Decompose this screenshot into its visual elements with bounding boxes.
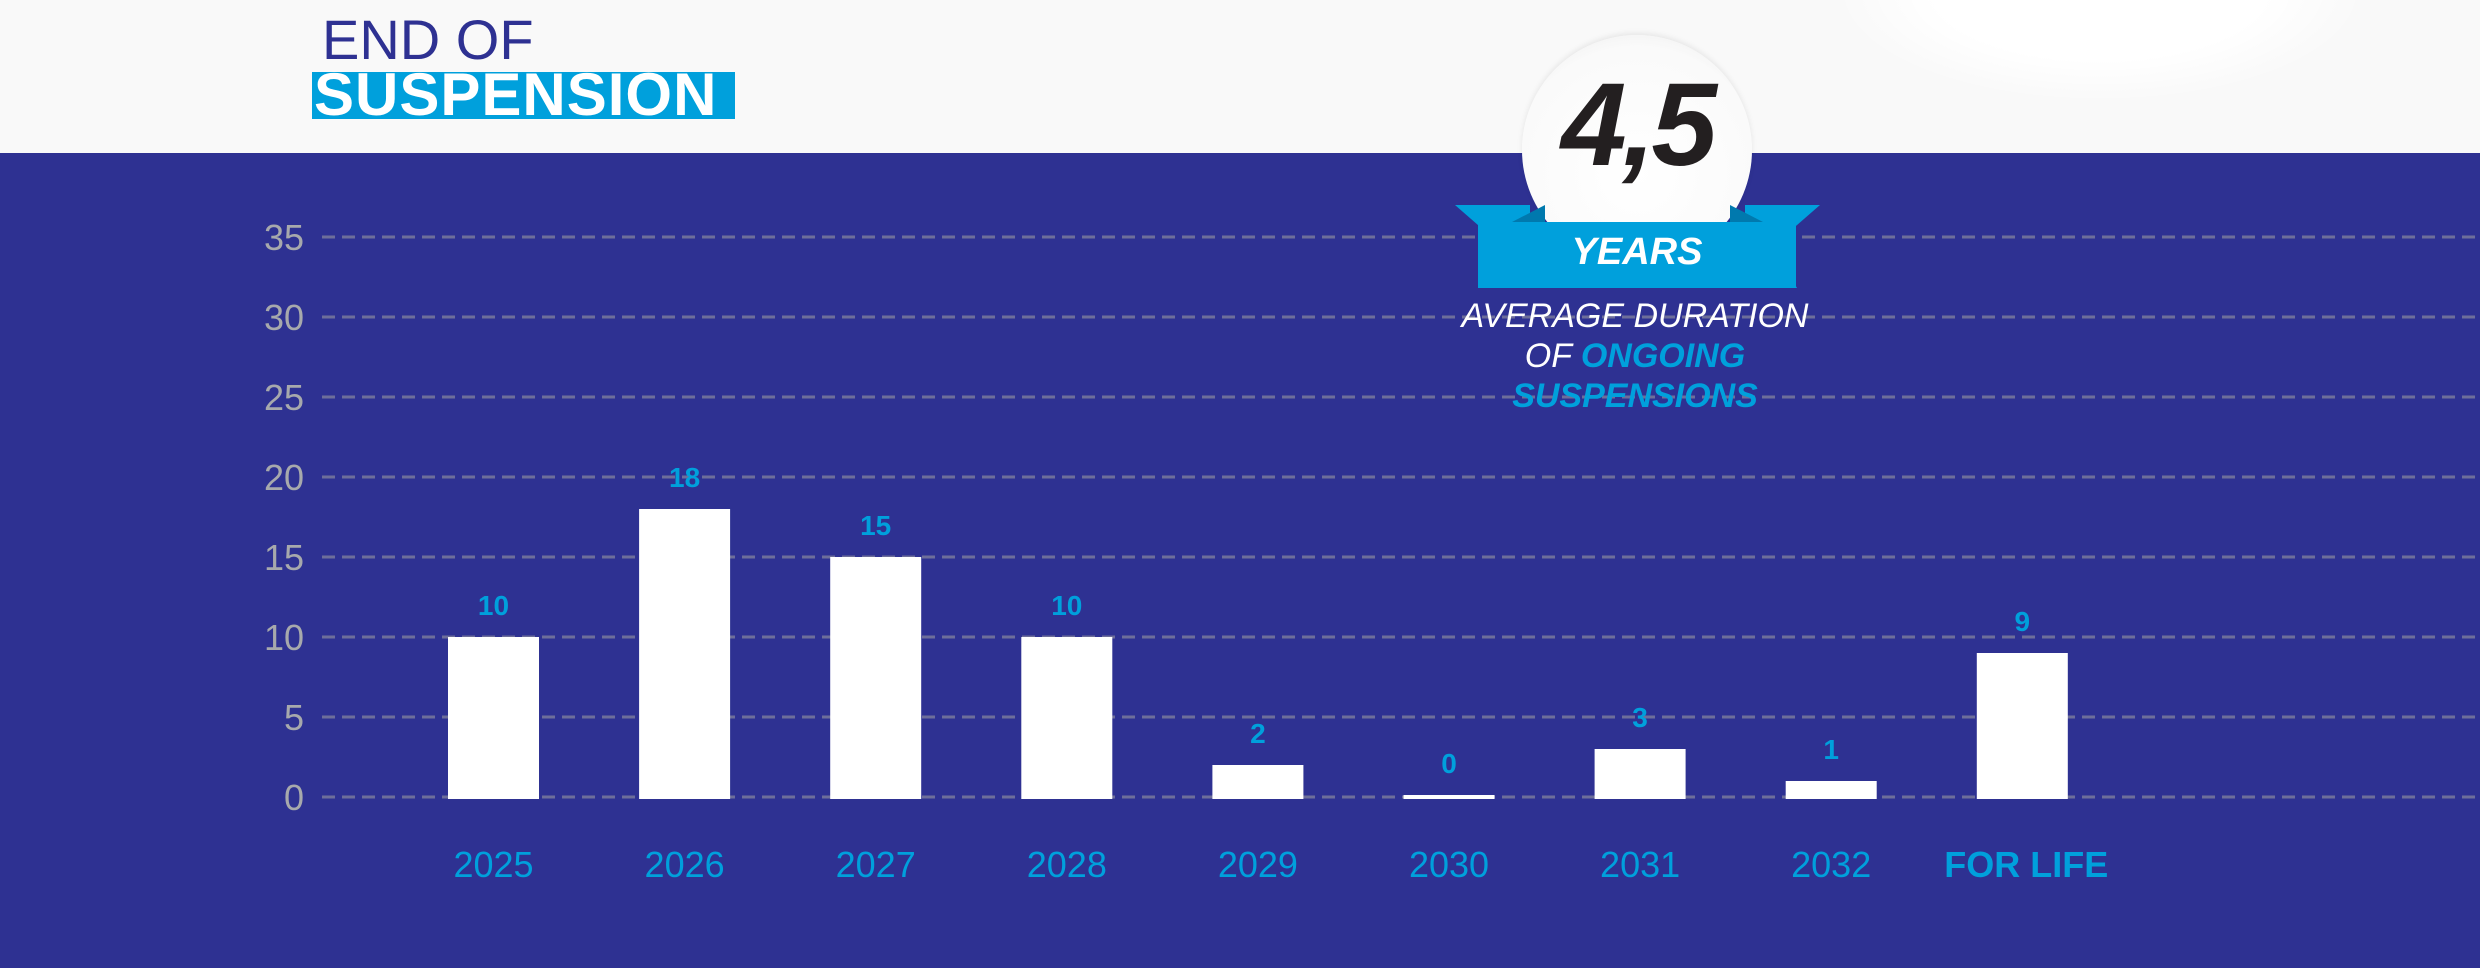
caption-highlight-suspensions: SUSPENSIONS [1512, 377, 1758, 415]
title-line-2: SUSPENSION [314, 72, 718, 119]
value-label: 10 [478, 590, 509, 621]
caption-line-2-prefix: OF [1524, 337, 1581, 375]
x-tick-label: 2031 [1600, 844, 1680, 885]
value-label: 15 [860, 510, 891, 541]
x-tick-label: FOR LIFE [1944, 844, 2108, 885]
bar [448, 637, 539, 799]
bar [1976, 653, 2068, 799]
badge-unit: YEARS [1571, 231, 1703, 273]
y-tick-label: 15 [264, 537, 304, 578]
y-tick-label: 35 [264, 217, 304, 258]
value-label: 3 [1632, 702, 1648, 733]
ribbon-icon [1455, 205, 1820, 288]
x-tick-label: 2026 [645, 844, 725, 885]
x-tick-label: 2032 [1791, 844, 1871, 885]
badge-value: 4,5 [1560, 59, 1717, 191]
badge-caption: AVERAGE DURATION OF ONGOING SUSPENSIONS [1440, 296, 1830, 416]
x-axis-ticks: 2025 2026 2027 2028 2029 2030 2031 2032 FOR LIFE [453, 844, 2108, 885]
value-label: 0 [1441, 748, 1457, 779]
bars [448, 509, 2068, 799]
value-label: 10 [1051, 590, 1082, 621]
y-tick-label: 10 [264, 617, 304, 658]
x-tick-label: 2029 [1218, 844, 1298, 885]
value-label: 1 [1823, 734, 1839, 765]
title-line-1: END OF [322, 8, 534, 71]
ribbon-left-fold [1512, 205, 1545, 222]
value-labels: 10 18 15 10 2 0 3 1 9 [478, 462, 2030, 779]
y-tick-label: 0 [284, 777, 304, 818]
y-tick-label: 25 [264, 377, 304, 418]
x-tick-label: 2027 [836, 844, 916, 885]
bar [1212, 765, 1304, 799]
caption-highlight-ongoing: ONGOING [1580, 337, 1746, 375]
y-axis-ticks: 0 5 10 15 20 25 30 35 [264, 217, 304, 818]
y-tick-label: 30 [264, 297, 304, 338]
caption-line-1: AVERAGE DURATION [1461, 297, 1809, 335]
bar [1785, 781, 1877, 799]
y-tick-label: 5 [284, 697, 304, 738]
y-tick-label: 20 [264, 457, 304, 498]
value-label: 18 [669, 462, 700, 493]
title-highlight-box: SUSPENSION [312, 72, 735, 119]
bar [639, 509, 731, 799]
bar [830, 557, 922, 799]
bar [1403, 795, 1495, 799]
value-label: 2 [1250, 718, 1266, 749]
x-tick-label: 2030 [1409, 844, 1489, 885]
ribbon-right-fold [1730, 205, 1763, 222]
x-tick-label: 2025 [453, 844, 533, 885]
bar [1021, 637, 1113, 799]
value-label: 9 [2015, 606, 2031, 637]
x-tick-label: 2028 [1027, 844, 1107, 885]
caption-line-2: OF ONGOING [1440, 336, 1830, 376]
bar [1594, 749, 1686, 799]
ribbon-band [1478, 222, 1796, 288]
